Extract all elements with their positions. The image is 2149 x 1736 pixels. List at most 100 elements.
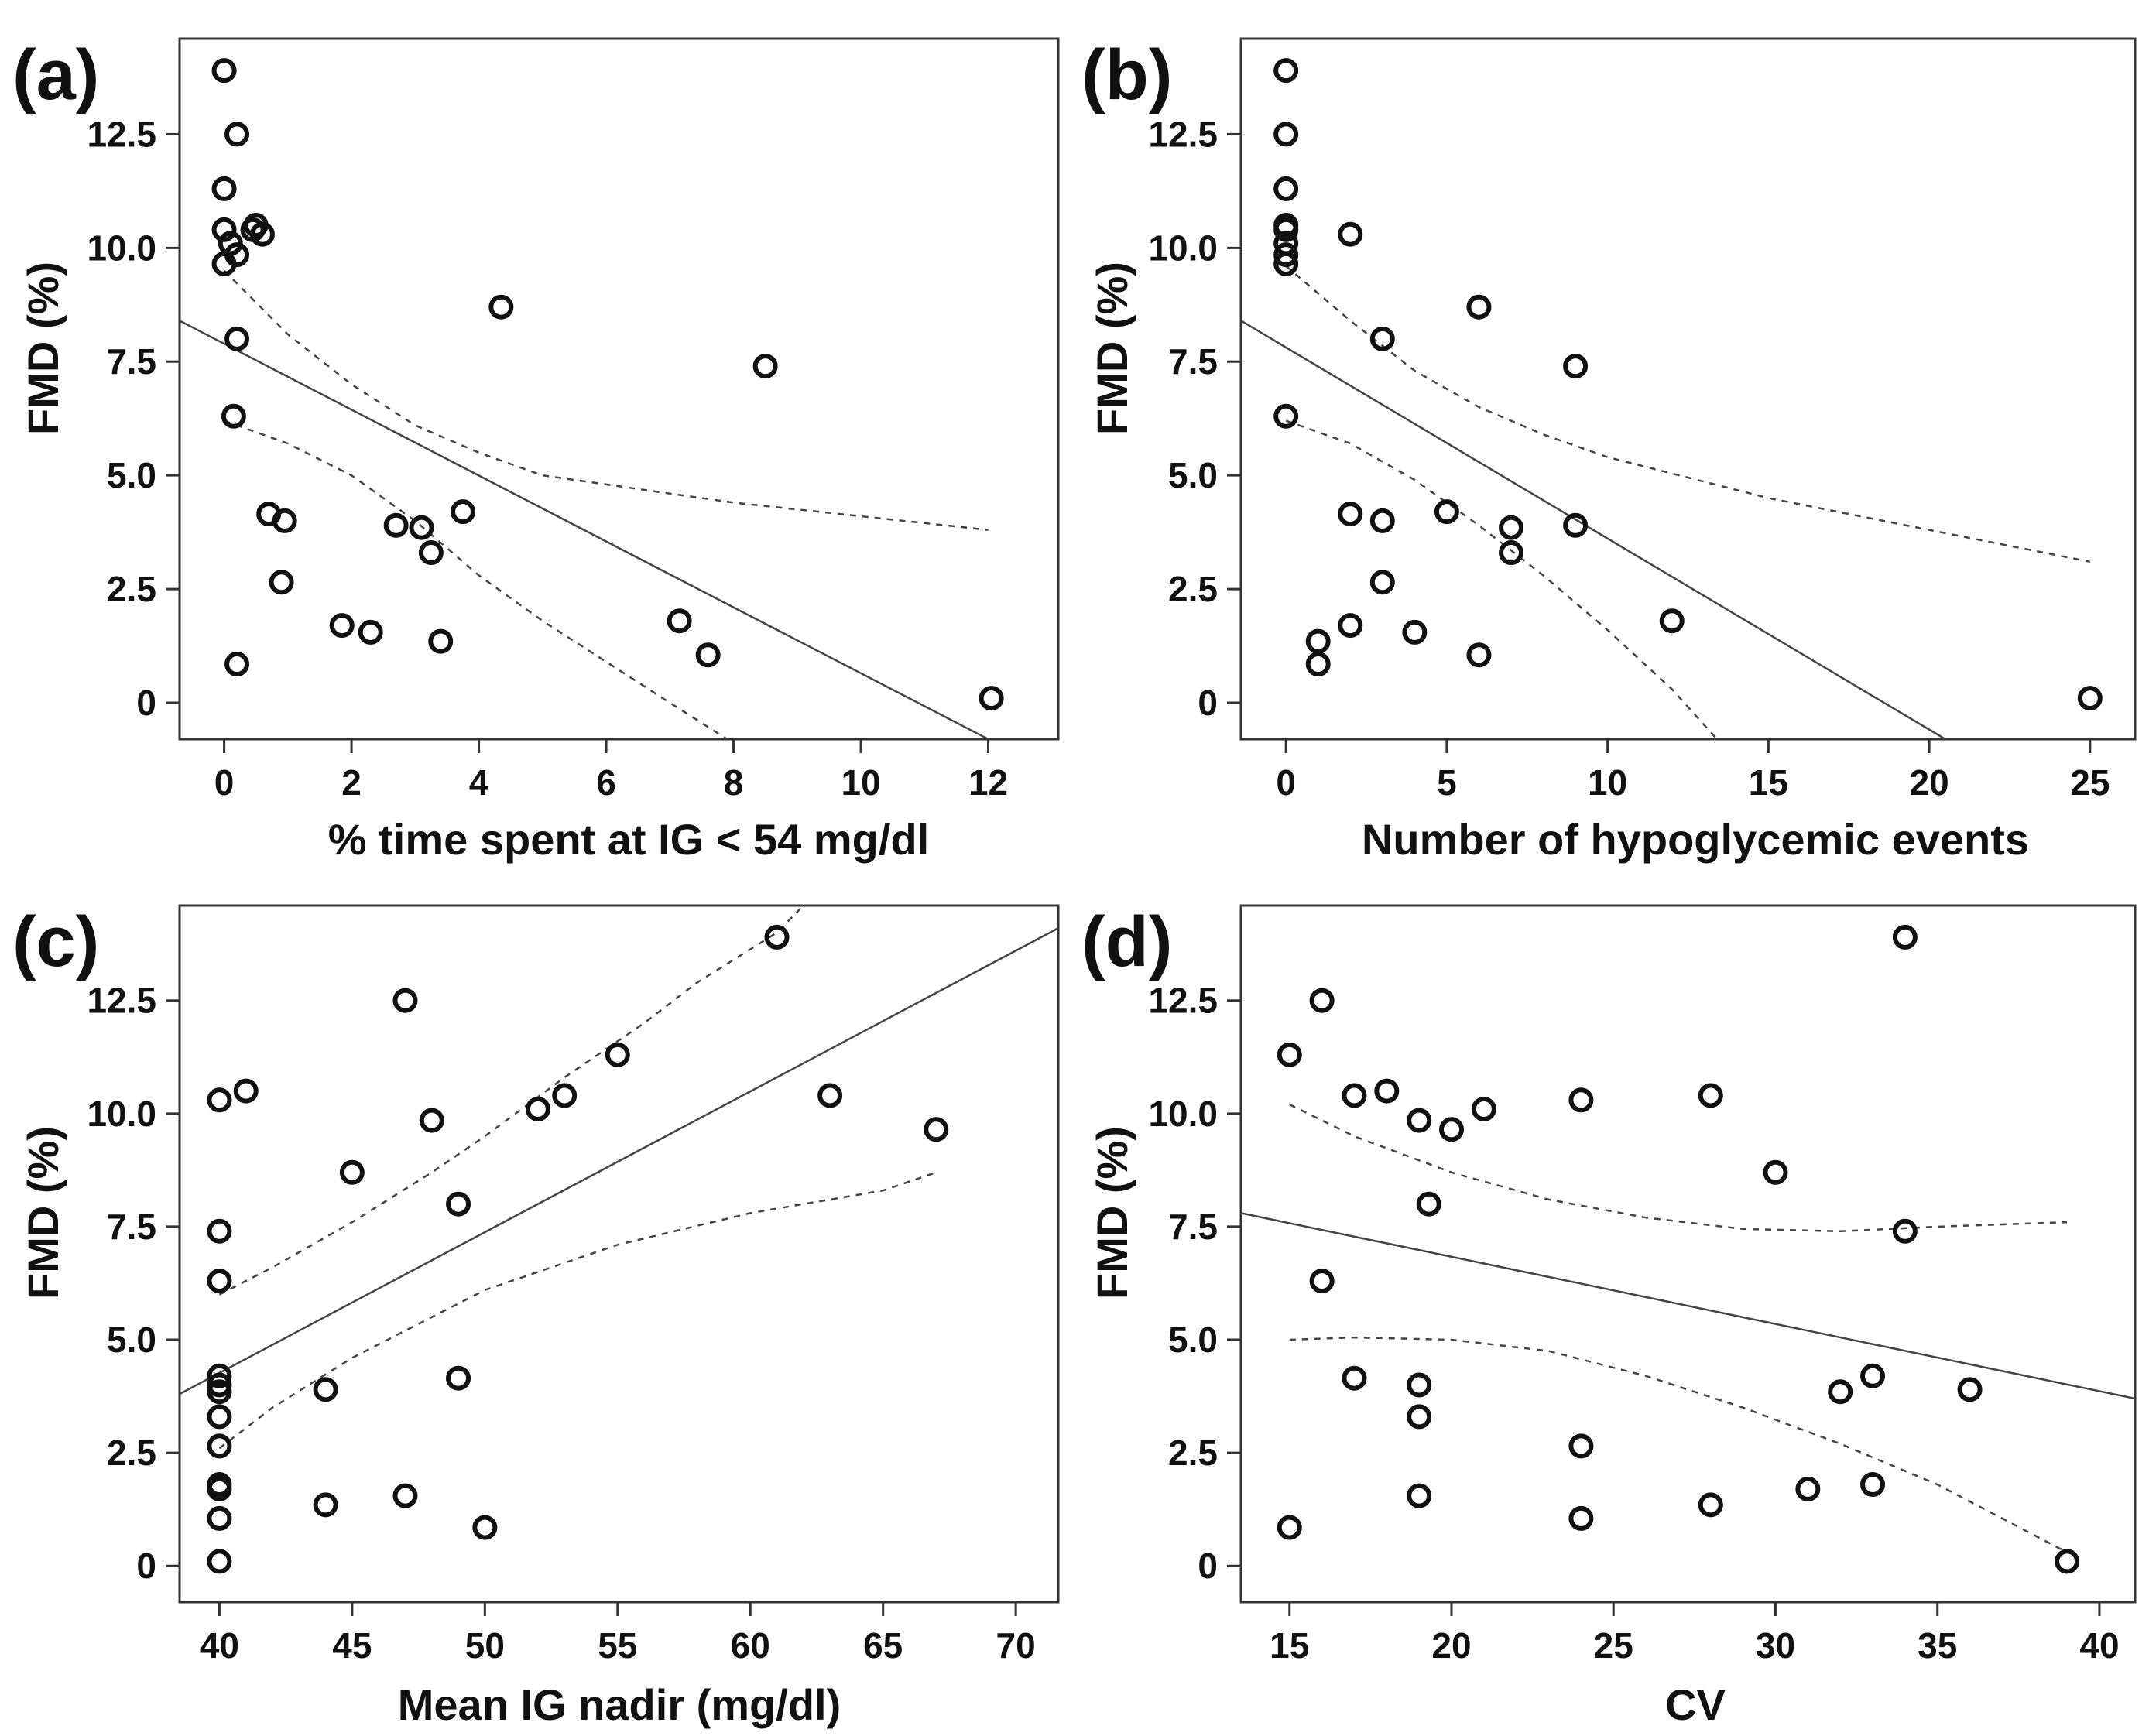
data-point [207, 1218, 232, 1244]
data-point [1277, 1515, 1302, 1540]
y-tick-label: 7.5 [1168, 1207, 1218, 1247]
x-tick-label: 12 [968, 762, 1008, 803]
x-axis-title: Mean IG nadir (mg/dl) [398, 1680, 841, 1729]
confidence-band-lower [1285, 419, 1718, 739]
data-point [525, 1096, 550, 1121]
x-axis-title: % time spent at IG < 54 mg/dl [328, 815, 929, 864]
data-point [752, 354, 778, 379]
x-tick-label: 45 [332, 1625, 372, 1666]
data-point [1309, 1269, 1335, 1294]
x-tick-label: 2 [341, 762, 362, 803]
y-tick-label: 12.5 [1148, 981, 1218, 1021]
panel-letter: (b) [1081, 36, 1172, 115]
y-tick-label: 5.0 [107, 1320, 156, 1360]
data-point [269, 570, 294, 595]
data-point [1309, 988, 1335, 1013]
y-tick-label: 12.5 [87, 981, 156, 1021]
data-point [1407, 1483, 1432, 1508]
data-point [2055, 1549, 2080, 1574]
data-point [1277, 1042, 1302, 1067]
data-point [313, 1492, 338, 1518]
chart-panel-3: (c) FMD (%) Mean IG nadir (mg/dl) 0 2.5 5.0 7.… [12, 902, 1060, 1729]
x-axis-title: Number of hypoglycemic events [1362, 815, 2029, 864]
data-point [1407, 1404, 1432, 1430]
data-point [207, 1379, 232, 1405]
data-point [428, 628, 454, 654]
data-point [224, 326, 250, 351]
data-point [1407, 1108, 1432, 1133]
data-point [211, 176, 237, 201]
y-tick-label: 12.5 [1148, 114, 1218, 154]
confidence-band-upper [223, 269, 989, 531]
x-tick-label: 20 [1910, 762, 1949, 803]
data-point [1892, 1218, 1918, 1244]
data-point [329, 613, 355, 639]
data-point [1957, 1377, 1983, 1402]
data-point [392, 988, 418, 1013]
x-tick-label: 60 [731, 1625, 770, 1666]
y-axis-title: FMD (%) [19, 262, 67, 435]
data-point [1416, 1191, 1441, 1217]
regression-line [1241, 320, 1946, 739]
data-point [1374, 1078, 1400, 1104]
data-point [1338, 613, 1363, 639]
data-point [446, 1191, 471, 1217]
data-point [1369, 570, 1395, 595]
data-point [1273, 122, 1299, 147]
y-tick-label: 10.0 [1148, 1094, 1218, 1134]
data-point [450, 499, 475, 525]
data-point [764, 924, 790, 950]
data-point [2077, 686, 2103, 711]
data-point [211, 251, 237, 276]
data-point [605, 1042, 630, 1067]
y-tick-label: 10.0 [1148, 228, 1218, 268]
data-point [1860, 1472, 1886, 1498]
confidence-band-lower [218, 1171, 937, 1450]
data-point [1860, 1363, 1886, 1388]
x-tick-label: 15 [1270, 1625, 1309, 1666]
y-tick-label: 0 [136, 1546, 156, 1586]
data-point [979, 686, 1004, 711]
x-tick-label: 0 [214, 762, 235, 803]
data-point [383, 512, 409, 538]
data-point [1471, 1096, 1496, 1121]
x-tick-label: 10 [1588, 762, 1627, 803]
data-point [1795, 1476, 1821, 1501]
data-point [418, 540, 444, 566]
confidence-band-lower [224, 419, 728, 739]
data-point [207, 1549, 232, 1574]
confidence-band-upper [1289, 1103, 2068, 1233]
y-tick-label: 0 [1198, 1546, 1218, 1586]
data-point [211, 217, 237, 242]
data-point [1828, 1379, 1853, 1405]
data-point [1568, 1087, 1594, 1113]
plot-frame [178, 904, 1060, 1604]
data-point [1273, 176, 1299, 201]
y-tick-label: 5.0 [107, 455, 156, 495]
data-point [472, 1515, 498, 1540]
data-point [1273, 58, 1299, 84]
y-tick-label: 0 [136, 683, 156, 723]
panel-letter: (a) [12, 36, 99, 115]
data-point [1273, 251, 1299, 276]
data-point [207, 1087, 232, 1113]
y-tick-label: 7.5 [1168, 341, 1218, 382]
x-tick-label: 40 [2079, 1625, 2119, 1666]
chart-panel-4: (d) FMD (%) CV 0 2.5 5.0 7.5 10.0 12.5 15 20 25 30 35… [1081, 902, 2137, 1729]
data-point [1568, 1505, 1594, 1531]
confidence-band-upper [1285, 265, 2091, 563]
data-point [313, 1377, 338, 1402]
y-tick-label: 2.5 [107, 569, 156, 609]
y-tick-label: 2.5 [1168, 1433, 1218, 1473]
data-point [272, 508, 297, 533]
data-point [1466, 294, 1492, 320]
regression-line [180, 927, 1058, 1395]
data-point [1659, 608, 1685, 634]
x-tick-label: 55 [598, 1625, 637, 1666]
panel-letter: (d) [1081, 902, 1172, 981]
data-point [1568, 1433, 1594, 1459]
regression-line [1241, 1212, 2135, 1400]
x-tick-label: 65 [863, 1625, 903, 1666]
data-point [1498, 515, 1523, 540]
data-point [207, 1363, 232, 1388]
